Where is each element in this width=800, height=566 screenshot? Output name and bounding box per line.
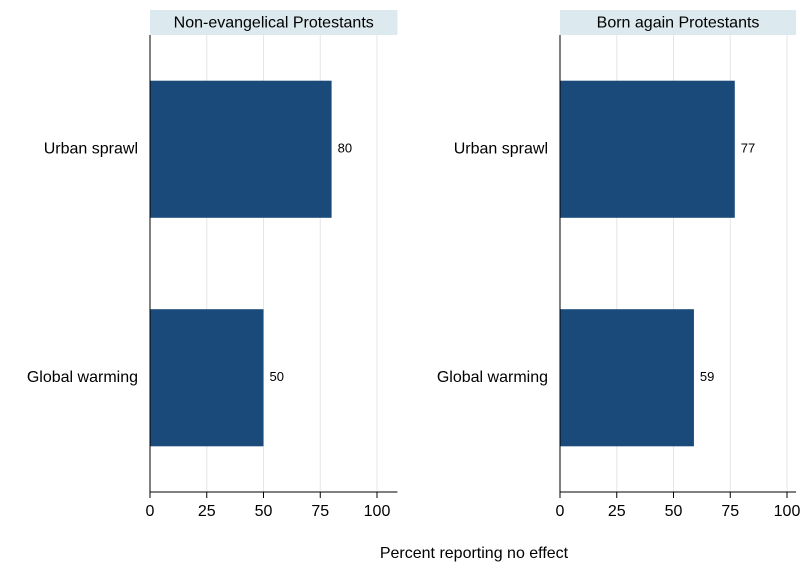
panel-title: Born again Protestants (597, 15, 760, 32)
y-tick-label: Urban sprawl (44, 140, 138, 157)
y-tick-label: Global warming (437, 369, 548, 386)
bar (150, 80, 332, 218)
x-tick-label: 50 (665, 503, 683, 520)
panel-header (560, 10, 797, 35)
value-label: 80 (338, 141, 352, 156)
y-tick-label: Urban sprawl (454, 140, 548, 157)
x-tick-label: 100 (774, 503, 800, 520)
y-tick-label: Global warming (27, 369, 138, 386)
x-tick-label: 25 (198, 503, 216, 520)
bar (150, 309, 264, 447)
panel-title: Non-evangelical Protestants (174, 15, 374, 32)
x-tick-label: 75 (721, 503, 739, 520)
value-label: 50 (270, 369, 284, 384)
x-tick-label: 25 (608, 503, 626, 520)
x-tick-label: 100 (364, 503, 391, 520)
panel-header (150, 10, 398, 35)
bar (560, 80, 735, 218)
x-axis-label: Percent reporting no effect (380, 545, 569, 562)
x-tick-label: 0 (146, 503, 155, 520)
x-tick-label: 75 (311, 503, 329, 520)
x-tick-label: 50 (255, 503, 273, 520)
x-tick-label: 0 (556, 503, 565, 520)
value-label: 59 (700, 369, 714, 384)
value-label: 77 (741, 141, 755, 156)
bar (560, 309, 694, 447)
